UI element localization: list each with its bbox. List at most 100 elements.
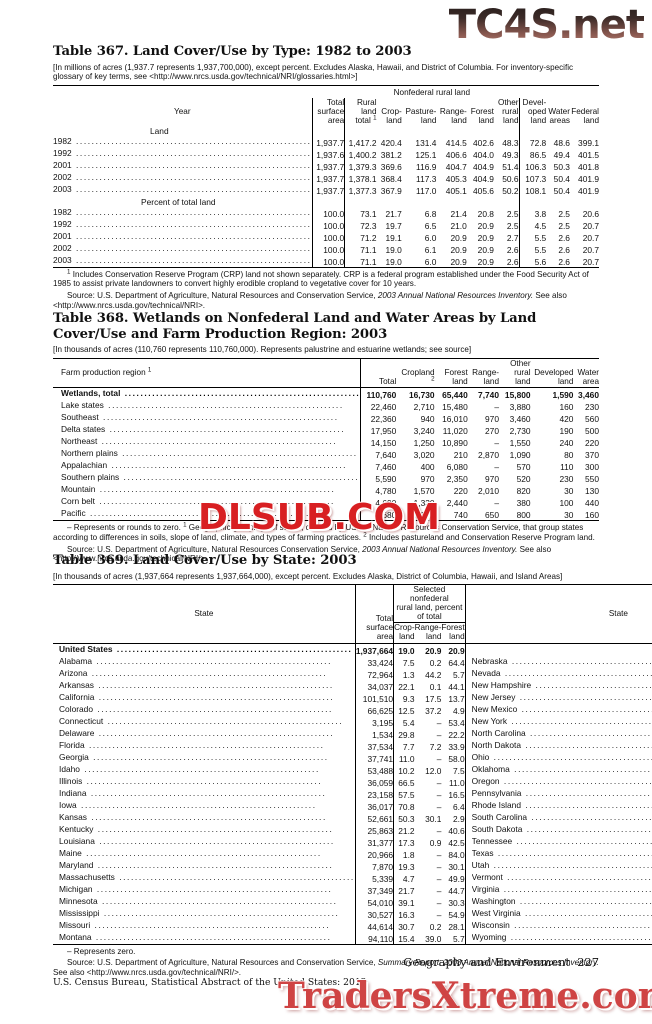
cell-value: 220 <box>453 486 468 497</box>
cell-value: 0.9 <box>429 837 442 848</box>
row-label: Missouri ...............................… <box>59 919 331 930</box>
cell-value: 107.3 <box>518 172 547 185</box>
cell-value: 5.6 <box>518 254 547 268</box>
cell-value: 0.2 <box>429 921 442 932</box>
row-label: Wisconsin ..............................… <box>464 919 652 932</box>
cell-empty <box>494 196 519 206</box>
cell-value: 230 <box>559 474 574 485</box>
cell-value: 401.5 <box>578 150 599 161</box>
row-label: Colorado ...............................… <box>59 703 333 714</box>
cell-empty <box>464 643 652 656</box>
cell-value: 440 <box>585 498 599 509</box>
row-label: Florida ................................… <box>59 739 325 750</box>
cell-value: 5,339 <box>354 871 394 884</box>
cell-value: 50.6 <box>502 174 519 185</box>
cell-value: 1,300 <box>413 510 435 521</box>
row-label: New Jersey .............................… <box>464 691 652 704</box>
cell-value: 40.6 <box>448 825 465 836</box>
cell-value: 1,937.7 <box>311 184 345 197</box>
cell-value: 6.4 <box>452 801 465 812</box>
cell-empty <box>311 126 345 137</box>
row-label: Northeast ..............................… <box>61 436 338 447</box>
cell-value: – <box>494 402 499 413</box>
row-label: Rhode Island ...........................… <box>464 799 652 812</box>
cell-value: 100.0 <box>311 242 345 255</box>
cell-value: 48.6 <box>553 138 570 149</box>
cell-value: 4,780 <box>360 484 397 497</box>
row-label: South Dakota ...........................… <box>464 823 652 836</box>
table-row: Connecticut ............................… <box>53 715 652 728</box>
cell-value: – <box>436 717 442 728</box>
cell-value: 19.0 <box>385 256 402 267</box>
row-label: Montana ................................… <box>59 931 332 942</box>
cell-empty <box>546 196 570 206</box>
cell-value: 49.3 <box>502 150 519 161</box>
table-row: 2002 ...................................… <box>53 172 599 185</box>
table-367-spanner-row: Nonfederal rural land <box>53 84 599 98</box>
col-state-right: State <box>464 584 652 643</box>
table-368-footnote-dash: – Represents or rounds to zero. 1 Geogra… <box>53 521 595 542</box>
cell-value: 3.8 <box>518 206 547 219</box>
col-cropland: Cropland 2 <box>401 367 435 383</box>
cell-value: 29.8 <box>393 727 415 740</box>
row-label: South Carolina .........................… <box>464 811 652 824</box>
table-row: Indiana ................................… <box>53 787 652 800</box>
cell-value: 30.1 <box>448 861 465 872</box>
cell-value: 5.7 <box>452 933 465 944</box>
row-label: Pacific ................................… <box>61 508 326 519</box>
cell-value: 404.7 <box>445 162 467 173</box>
row-label: 1982 ...................................… <box>53 206 312 217</box>
col-pastureland: Pasture-land <box>405 106 437 126</box>
cell-value: – <box>436 825 442 836</box>
table-row: Arkansas ...............................… <box>53 679 652 692</box>
cell-value: 800 <box>516 510 531 521</box>
cell-value: 220 <box>585 438 599 449</box>
cell-empty <box>494 126 519 136</box>
cell-value: 7.7 <box>393 739 415 752</box>
table-367-block: Table 367. Land Cover/Use by Type: 1982 … <box>53 44 599 310</box>
cell-value: – <box>436 909 442 920</box>
cell-value: 30 <box>564 510 574 521</box>
cell-value: 367.9 <box>380 186 402 197</box>
cell-value: 33,424 <box>354 655 394 668</box>
table-367-source: Source: U.S. Department of Agriculture, … <box>53 290 567 310</box>
cell-value: 72.3 <box>344 218 377 231</box>
cell-value: 34,037 <box>354 679 394 692</box>
cell-value: 22.1 <box>393 679 415 692</box>
cell-value: 6.0 <box>424 256 437 267</box>
col-total-surface: Total surface area <box>311 97 345 127</box>
cell-value: 51.4 <box>502 162 519 173</box>
cell-value: 1,090 <box>509 450 531 461</box>
table-row: 2003 ...................................… <box>53 184 599 197</box>
cell-value: 400 <box>420 462 435 473</box>
cell-value: 550 <box>585 474 599 485</box>
cell-value: 820 <box>516 486 531 497</box>
spanner-left: Selected nonfederal rural land, percent o… <box>393 584 466 624</box>
cell-value: 39.0 <box>425 933 442 944</box>
cell-value: 1,570 <box>413 486 435 497</box>
col-developed-land: Developed land <box>534 367 574 386</box>
cell-value: 72,964 <box>354 667 394 680</box>
cell-value: 20.7 <box>582 256 599 267</box>
cell-value: 2.5 <box>558 220 570 231</box>
cell-value: 19.1 <box>385 232 402 243</box>
cell-value: 39.1 <box>393 895 415 908</box>
cell-value: 4,690 <box>360 496 397 509</box>
cell-value: 5,590 <box>360 472 397 485</box>
row-label: New York ...............................… <box>464 715 652 728</box>
cell-empty <box>518 126 547 137</box>
table-367-spanner: Nonfederal rural land <box>344 84 519 98</box>
row-label: Ohio ...................................… <box>464 751 652 764</box>
cell-empty <box>436 126 466 136</box>
cell-value: 210 <box>453 450 468 461</box>
cell-value: 11,020 <box>442 426 468 437</box>
cell-value: 3,195 <box>354 715 394 728</box>
section-header-row: Land <box>53 126 599 137</box>
row-label: 1992 ...................................… <box>53 148 312 159</box>
table-row: Missouri ...............................… <box>53 919 652 932</box>
cell-value: 21.7 <box>385 208 402 219</box>
col-water-area: Water area <box>577 367 599 386</box>
row-label: United States ..........................… <box>59 643 353 654</box>
cell-value: 12.0 <box>425 765 442 776</box>
table-369-headnote: [In thousands of acres (1,937,664 repres… <box>53 571 563 581</box>
